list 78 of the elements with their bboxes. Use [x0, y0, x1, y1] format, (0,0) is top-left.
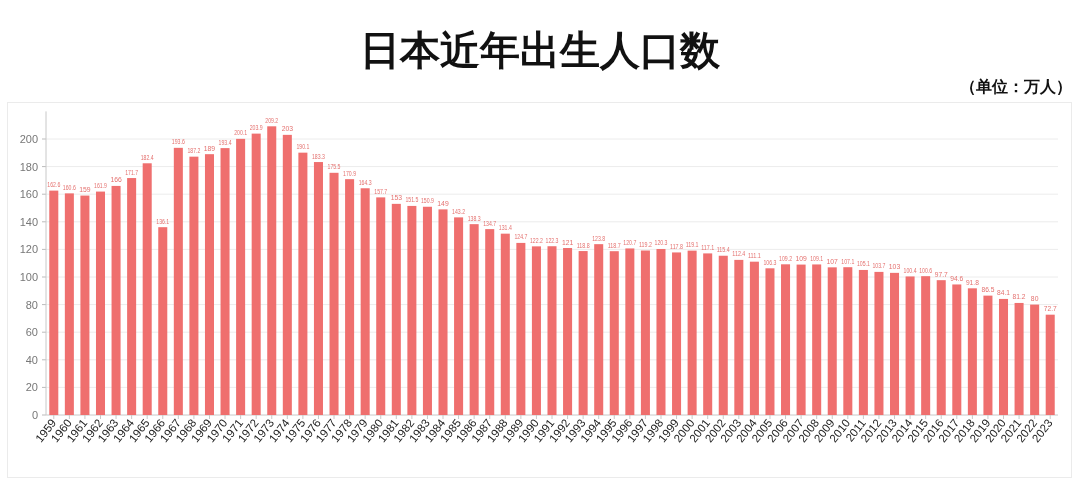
bar — [734, 259, 744, 415]
bar — [516, 242, 526, 415]
bar — [781, 264, 791, 415]
bar — [547, 246, 557, 415]
bar — [376, 197, 386, 415]
bar — [173, 147, 183, 415]
bar — [438, 209, 448, 415]
y-tick-label: 0 — [31, 409, 38, 421]
bar — [142, 163, 152, 415]
chart-subtitle: （单位：万人） — [960, 78, 1072, 96]
y-tick-label: 20 — [25, 381, 38, 394]
bar — [625, 248, 635, 415]
bar — [936, 280, 946, 415]
y-tick-label: 80 — [25, 298, 38, 311]
bar — [531, 246, 541, 415]
bar — [609, 251, 619, 415]
bar — [220, 148, 230, 415]
bar — [500, 233, 510, 415]
bar — [158, 227, 168, 415]
bar — [921, 276, 931, 415]
bar — [391, 203, 401, 415]
chart-title: 日本近年出生人口数 — [360, 28, 721, 72]
bar — [843, 267, 853, 415]
bar — [454, 217, 464, 415]
bar — [749, 261, 759, 415]
bar — [812, 264, 822, 415]
bar — [905, 276, 915, 415]
bar — [204, 154, 214, 415]
bar — [469, 224, 479, 415]
bar — [967, 288, 977, 415]
bar — [858, 269, 868, 415]
bar — [80, 195, 90, 415]
bar — [127, 178, 137, 415]
bar — [95, 191, 106, 415]
bar — [687, 250, 697, 415]
bar — [1030, 304, 1040, 415]
bar — [64, 193, 74, 415]
bar — [672, 252, 682, 415]
bar — [298, 152, 308, 415]
bar — [718, 255, 728, 415]
y-tick-label: 100 — [19, 271, 38, 283]
bar — [329, 172, 339, 415]
bar — [236, 138, 246, 415]
bar — [422, 206, 432, 415]
bar — [703, 253, 713, 415]
bar — [111, 185, 121, 415]
bar — [189, 156, 199, 415]
y-tick-label: 140 — [19, 215, 38, 228]
y-tick-label: 120 — [19, 243, 38, 256]
bar — [49, 190, 59, 415]
y-tick-label: 40 — [25, 353, 38, 366]
bar — [656, 248, 666, 415]
y-tick-label: 180 — [19, 160, 38, 173]
bar — [360, 188, 370, 415]
bar — [1014, 302, 1024, 415]
bar — [983, 295, 993, 415]
y-tick-label: 60 — [25, 326, 38, 339]
bar — [952, 284, 962, 415]
bar — [563, 248, 573, 415]
bar — [640, 250, 650, 415]
bar — [578, 251, 588, 415]
y-tick-label: 160 — [19, 188, 38, 201]
bar — [251, 133, 261, 415]
bar — [1045, 314, 1055, 415]
bar — [313, 162, 323, 415]
bar — [890, 272, 900, 415]
bar — [345, 179, 355, 415]
bar — [282, 134, 292, 415]
y-tick-label: 200 — [19, 133, 38, 145]
bar — [267, 126, 277, 415]
bar — [998, 298, 1009, 415]
bar — [827, 267, 837, 415]
bar — [485, 229, 495, 415]
bar — [796, 264, 806, 415]
bar — [765, 268, 775, 415]
bar — [594, 244, 604, 415]
bar — [874, 271, 884, 415]
bar — [407, 205, 417, 415]
